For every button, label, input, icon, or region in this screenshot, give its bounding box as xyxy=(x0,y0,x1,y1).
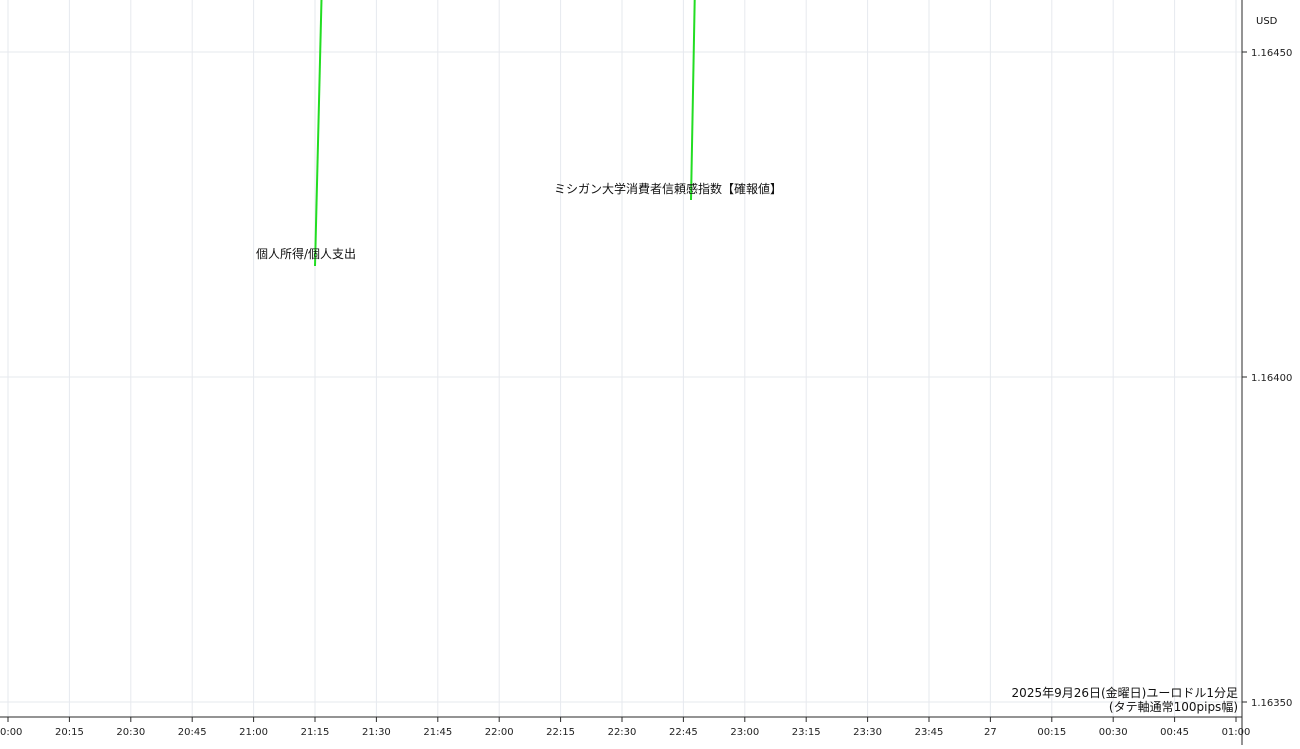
x-tick-label: 23:00 xyxy=(730,727,759,738)
x-tick-label: 23:15 xyxy=(792,727,821,738)
y-tick-label: 1.16350 xyxy=(1251,698,1292,709)
x-tick-label: 00:30 xyxy=(1099,727,1128,738)
y-tick-label: 1.16400 xyxy=(1251,373,1292,384)
x-tick-label: 21:45 xyxy=(423,727,452,738)
x-tick-label: 00:15 xyxy=(1037,727,1066,738)
x-tick-label: 22:30 xyxy=(608,727,637,738)
x-tick-label: 20:00 xyxy=(0,727,22,738)
annotation-label: ミシガン大学消費者信頼感指数【確報値】 xyxy=(554,181,782,196)
currency-box[interactable] xyxy=(1244,6,1296,34)
x-tick-label: 20:45 xyxy=(178,727,207,738)
currency-label: USD xyxy=(1256,16,1278,27)
x-tick-label: 23:30 xyxy=(853,727,882,738)
x-tick-label: 27 xyxy=(984,727,997,738)
x-tick-label: 22:45 xyxy=(669,727,698,738)
chart-caption-line2: (タテ軸通常100pips幅) xyxy=(1109,699,1238,714)
annotation-layer: 個人所得/個人支出 ミシガン大学消費者信頼感指数【確報値】 xyxy=(256,0,782,267)
x-tick-label: 01:00 xyxy=(1222,727,1251,738)
x-tick-label: 00:45 xyxy=(1160,727,1189,738)
x-tick-label: 22:15 xyxy=(546,727,575,738)
x-tick-label: 22:00 xyxy=(485,727,514,738)
annotation-label: 個人所得/個人支出 xyxy=(256,246,356,261)
y-tick-label: 1.16450 xyxy=(1251,48,1292,59)
x-tick-label: 23:45 xyxy=(915,727,944,738)
price-axis: 1.163501.164001.164501.165001.165501.166… xyxy=(1242,48,1292,709)
x-tick-label: 20:30 xyxy=(116,727,145,738)
x-tick-label: 21:15 xyxy=(301,727,330,738)
time-axis: 20:00 20:15 20:30 20:45 21:00 21:15 21:30 21:45… xyxy=(0,717,1250,738)
chart-caption-line1: 2025年9月26日(金曜日)ユーロドル1分足 xyxy=(1012,685,1238,700)
grid-layer xyxy=(0,0,1242,717)
x-tick-label: 21:30 xyxy=(362,727,391,738)
x-tick-label: 21:00 xyxy=(239,727,268,738)
x-tick-label: 20:15 xyxy=(55,727,84,738)
